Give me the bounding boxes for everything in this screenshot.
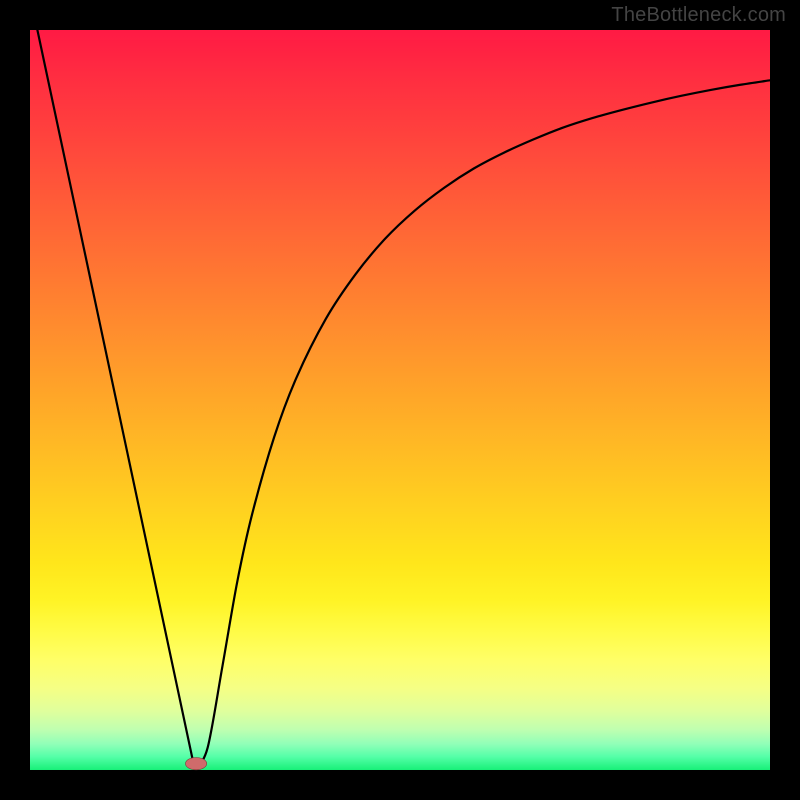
- chart-frame: TheBottleneck.com: [0, 0, 800, 800]
- bottleneck-curve: [30, 30, 770, 770]
- plot-area: [30, 30, 770, 770]
- minimum-marker: [185, 757, 207, 770]
- watermark-text: TheBottleneck.com: [611, 4, 786, 27]
- gradient-background: [30, 30, 770, 770]
